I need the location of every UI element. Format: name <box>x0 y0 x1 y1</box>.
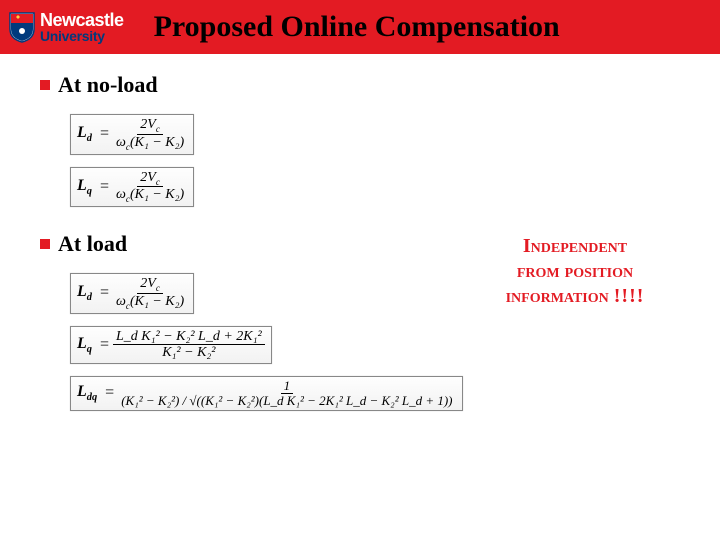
crest-icon <box>8 11 36 43</box>
f3-num: 2V <box>140 276 156 291</box>
f4-lhs: L <box>77 335 87 352</box>
slide-title: Proposed Online Compensation <box>154 10 560 44</box>
f5-lhs-sub: dq <box>87 392 97 403</box>
f2-num: 2V <box>140 170 156 185</box>
f2-den-paren: (K₁ − K₂) <box>130 187 184 202</box>
callout-line2: from position <box>517 260 633 282</box>
f2-num-sub: c <box>156 176 160 186</box>
f3-den-paren: (K₁ − K₂) <box>130 294 184 309</box>
bullet-icon <box>40 80 50 90</box>
callout-exclaim: !!!! <box>614 285 645 307</box>
bullet-icon <box>40 239 50 249</box>
f1-lhs: L <box>77 124 87 141</box>
formula-ld-noload: Ld = 2Vc ωc(K₁ − K₂) <box>70 114 194 155</box>
formula-lq-noload: Lq = 2Vc ωc(K₁ − K₂) <box>70 167 194 208</box>
f1-num: 2V <box>140 117 156 132</box>
f2-lhs-sub: q <box>87 186 92 197</box>
callout-independent: Independent from position information !!… <box>470 234 680 309</box>
header-bar: Newcastle University Proposed Online Com… <box>0 0 720 54</box>
f1-num-sub: c <box>156 124 160 134</box>
f3-lhs: L <box>77 283 87 300</box>
formula-ldq-load: Ldq = 1 (K₁² − K₂²) / √((K₁² − K₂²)(L_d … <box>70 376 463 412</box>
f5-num: 1 <box>281 379 294 394</box>
university-logo: Newcastle University <box>8 11 124 43</box>
f3-num-sub: c <box>156 283 160 293</box>
bullet-no-load: At no-load <box>40 72 680 98</box>
callout-line1: Independent <box>523 235 627 257</box>
f3-lhs-sub: d <box>87 293 92 304</box>
f4-lhs-sub: q <box>87 344 92 355</box>
formula-lq-load: Lq = L_d K₁² − K₂² L_d + 2K₁² K₁² − K₂² <box>70 326 272 364</box>
formula-ld-load: Ld = 2Vc ωc(K₁ − K₂) <box>70 273 194 314</box>
f1-den-prefix: ω <box>116 135 126 150</box>
slide-content: At no-load Ld = 2Vc ωc(K₁ − K₂) Lq = 2Vc… <box>0 54 720 417</box>
f5-lhs: L <box>77 383 87 400</box>
logo-bottom: University <box>40 29 124 43</box>
f1-den-paren: (K₁ − K₂) <box>130 135 184 150</box>
logo-top: Newcastle <box>40 11 124 29</box>
logo-text: Newcastle University <box>40 11 124 43</box>
f3-den-prefix: ω <box>116 294 126 309</box>
bullet-label-1: At no-load <box>58 72 158 98</box>
f4-num: L_d K₁² − K₂² L_d + 2K₁² <box>113 329 265 345</box>
f4-den: K₁² − K₂² <box>159 345 218 360</box>
f1-lhs-sub: d <box>87 133 92 144</box>
callout-line3a: information <box>506 285 609 307</box>
f5-den: (K₁² − K₂²) / √((K₁² − K₂²)(L_d K₁² − 2K… <box>118 394 455 408</box>
f2-den-prefix: ω <box>116 187 126 202</box>
bullet-label-2: At load <box>58 231 127 257</box>
f2-lhs: L <box>77 177 87 194</box>
